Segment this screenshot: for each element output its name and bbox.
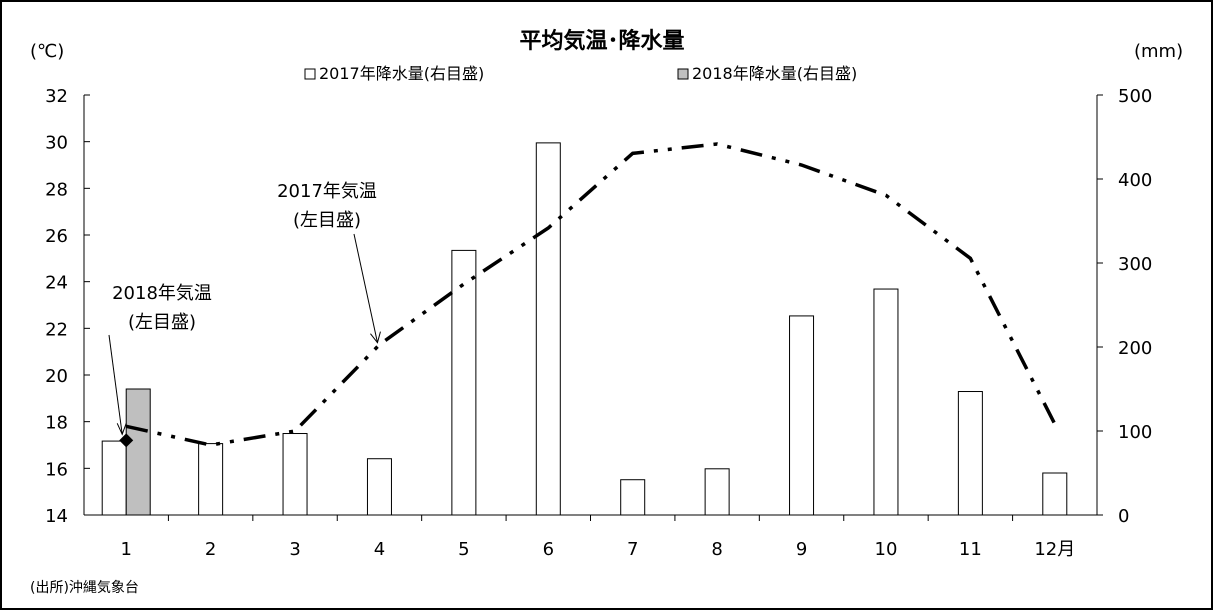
bar-2017-rain (101, 440, 127, 516)
marker-2018-temperature (119, 433, 134, 448)
x-tick-label: 3 (289, 539, 300, 560)
bar-2017-rain (873, 288, 899, 516)
right-axis-unit: (mm) (1134, 41, 1183, 62)
source-note: (出所)沖縄気象台 (30, 580, 139, 596)
annotations: 2017年気温 (左目盛) 2018年気温 (左目盛) (108, 181, 381, 436)
right-tick-label: 0 (1118, 506, 1129, 527)
axes (83, 95, 1098, 516)
left-tick-label: 32 (45, 86, 68, 107)
bar-2017-rain (789, 315, 815, 516)
annotation-2017-temp-line2: (左目盛) (293, 210, 361, 231)
right-tick-label: 400 (1118, 170, 1152, 191)
right-tick-label: 200 (1118, 338, 1152, 359)
x-tick-label: 6 (543, 539, 554, 560)
bar-2017-rain (198, 443, 224, 516)
x-tick-label: 11 (959, 539, 982, 560)
bar-2017-rain (620, 479, 646, 516)
legend: 2017年降水量(右目盛) 2018年降水量(右目盛) (304, 64, 857, 83)
annotation-2017-temp-arrowhead (370, 331, 381, 344)
legend-swatch-2018-rain (677, 68, 689, 80)
bar-2018-rain (125, 388, 151, 516)
left-tick-label: 18 (45, 413, 68, 434)
left-axis-ticks: 14 16 18 20 22 24 26 28 30 32 (45, 86, 90, 527)
x-tick-label: 7 (627, 539, 638, 560)
right-tick-label: 100 (1118, 422, 1152, 443)
right-tick-label: 300 (1118, 254, 1152, 275)
annotation-2018-temp-line1: 2018年気温 (112, 283, 212, 304)
bars (101, 142, 1068, 516)
bar-2017-rain (282, 433, 308, 516)
annotation-2018-temp-line2: (左目盛) (128, 312, 196, 333)
annotation-2017-temp-line1: 2017年気温 (277, 181, 377, 202)
right-tick-label: 500 (1118, 86, 1152, 107)
temperature-lines (119, 142, 1057, 448)
x-tick-label: 2 (205, 539, 216, 560)
x-tick-label: 8 (711, 539, 722, 560)
bar-2017-rain (451, 249, 477, 516)
left-tick-label: 14 (45, 506, 68, 527)
annotation-2018-temp-arrowhead (116, 423, 127, 436)
left-tick-label: 28 (45, 179, 68, 200)
legend-label-2018-rain: 2018年降水量(右目盛) (692, 64, 857, 83)
left-tick-label: 16 (45, 459, 68, 480)
bar-2017-rain (366, 458, 392, 516)
legend-label-2017-rain: 2017年降水量(右目盛) (319, 64, 484, 83)
left-tick-label: 22 (45, 319, 68, 340)
x-tick-label: 4 (374, 539, 385, 560)
x-tick-label: 5 (458, 539, 469, 560)
left-axis-unit: (℃) (30, 41, 64, 62)
bar-2017-rain (535, 142, 561, 516)
annotation-2017-temp-leader (353, 233, 378, 343)
right-axis-ticks: 0 100 200 300 400 500 (1097, 86, 1152, 527)
x-tick-label: 10 (875, 539, 898, 560)
chart-title: 平均気温･降水量 (519, 28, 684, 54)
legend-swatch-2017-rain (304, 68, 316, 80)
left-tick-label: 20 (45, 366, 68, 387)
x-axis-ticks: 1 2 3 4 5 6 7 8 9 10 11 12月 (120, 515, 1075, 560)
line-2017-temperature (125, 142, 1057, 447)
x-tick-label: 1 (120, 539, 131, 560)
bar-2017-rain (704, 468, 730, 516)
x-tick-label: 12月 (1034, 539, 1075, 560)
x-tick-label: 9 (796, 539, 807, 560)
bar-2017-rain (957, 391, 983, 516)
left-tick-label: 30 (45, 133, 68, 154)
annotation-2018-temp-leader (108, 334, 123, 435)
bar-2017-rain (1042, 472, 1068, 516)
left-tick-label: 26 (45, 226, 68, 247)
left-tick-label: 24 (45, 273, 68, 294)
